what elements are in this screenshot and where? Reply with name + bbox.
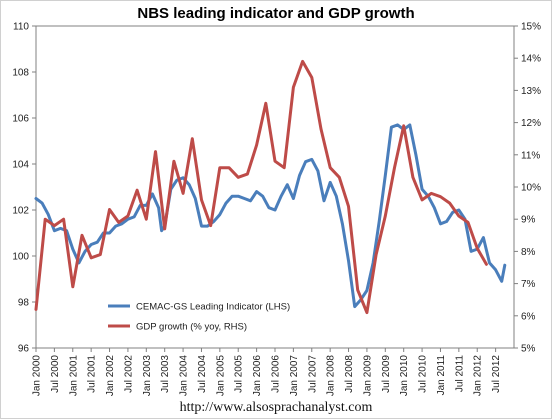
x-tick-label: Jan 2004 (179, 355, 190, 397)
legend-label: CEMAC-GS Leading Indicator (LHS) (136, 302, 290, 313)
x-tick-label: Jul 2010 (418, 355, 429, 393)
right-tick-label: 11% (521, 150, 540, 161)
x-tick-label: Jan 2005 (215, 355, 226, 397)
series-layer (34, 59, 507, 315)
right-tick-label: 9% (521, 215, 536, 226)
right-tick-label: 15% (521, 22, 541, 33)
left-tick-label: 110 (13, 22, 29, 33)
right-tick-label: 5% (521, 344, 536, 355)
x-tick-label: Jul 2001 (87, 355, 98, 393)
left-tick-label: 100 (12, 252, 29, 263)
right-axis-ticks: 5% 6% 7% 8% 9% 10% 11% 12% 13% 14% 15% (514, 22, 541, 355)
right-tick-label: 14% (521, 54, 541, 65)
x-tick-label: Jan 2007 (289, 355, 300, 397)
legend-label: GDP growth (% yoy, RHS) (136, 322, 247, 333)
x-tick-label: Jul 2011 (454, 355, 465, 393)
right-tick-label: 13% (521, 86, 541, 97)
left-tick-label: 108 (12, 68, 29, 79)
x-tick-label: Jul 2009 (381, 355, 392, 393)
left-tick-label: 102 (12, 206, 29, 217)
left-axis-ticks: 96 98 100 102 104 106 108 110 (12, 22, 36, 355)
x-tick-label: Jul 2008 (344, 355, 355, 393)
x-axis-ticks: Jan 2000 Jul 2000 Jan 2001 Jul 2001 Jan 2002… (32, 348, 502, 397)
x-tick-label: Jan 2010 (399, 355, 410, 397)
x-tick-label: Jul 2004 (197, 355, 208, 393)
x-tick-label: Jul 2003 (160, 355, 171, 393)
right-tick-label: 10% (521, 183, 541, 194)
legend: CEMAC-GS Leading Indicator (LHS) GDP grow… (108, 302, 290, 333)
x-tick-label: Jul 2005 (234, 355, 245, 393)
right-tick-label: 6% (521, 311, 536, 322)
x-tick-label: Jan 2011 (436, 355, 447, 396)
source-url[interactable]: http://www.alsosprachanalyst.com (180, 400, 373, 415)
x-tick-label: Jul 2000 (50, 355, 61, 393)
x-tick-label: Jul 2012 (491, 355, 502, 393)
x-tick-label: Jan 2008 (326, 355, 337, 397)
series-line-gdp-growth (34, 59, 488, 315)
chart-title: NBS leading indicator and GDP growth (137, 5, 414, 22)
right-tick-label: 12% (521, 118, 541, 129)
left-tick-label: 104 (12, 160, 29, 171)
x-tick-label: Jan 2009 (362, 355, 373, 397)
x-tick-label: Jul 2006 (271, 355, 282, 393)
x-tick-label: Jul 2002 (123, 355, 134, 393)
left-tick-label: 106 (12, 114, 29, 125)
x-tick-label: Jan 2002 (105, 355, 116, 397)
x-tick-label: Jan 2003 (142, 355, 153, 397)
x-tick-label: Jan 2000 (32, 355, 43, 397)
right-tick-label: 7% (521, 279, 536, 290)
x-tick-label: Jan 2012 (473, 355, 484, 397)
left-tick-label: 96 (18, 344, 30, 355)
right-tick-label: 8% (521, 247, 536, 258)
x-tick-label: Jan 2006 (252, 355, 263, 397)
x-tick-label: Jul 2007 (307, 355, 318, 393)
x-tick-label: Jan 2001 (68, 355, 79, 397)
left-tick-label: 98 (18, 298, 30, 309)
